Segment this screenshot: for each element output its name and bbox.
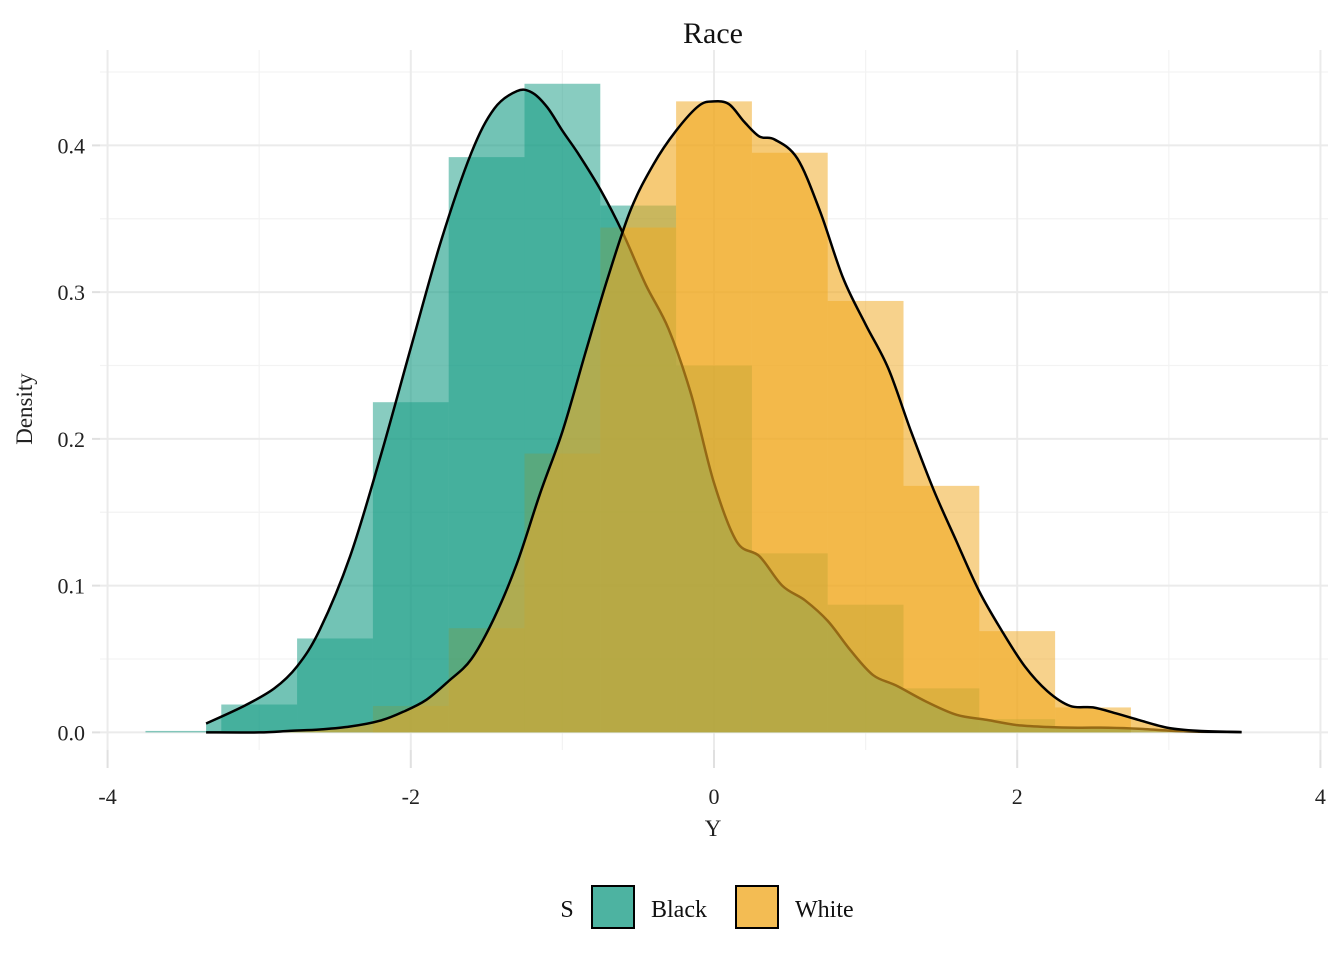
- chart-title: Race: [683, 17, 743, 50]
- legend: S Black White: [560, 885, 854, 929]
- axes: -4 -2 0 2 4 0.0 0.1 0.2 0.3 0.4: [58, 133, 1326, 809]
- x-tick-label: 2: [1012, 784, 1023, 809]
- legend-key-white: [735, 885, 779, 929]
- y-axis-title: Density: [12, 373, 37, 445]
- density-curves: [205, 88, 1242, 734]
- y-tick-label: 0.1: [58, 574, 86, 599]
- y-tick-label: 0.3: [58, 280, 86, 305]
- y-tick-label: 0.4: [58, 133, 86, 158]
- x-tick-label: -4: [98, 784, 116, 809]
- x-tick-label: 0: [709, 784, 720, 809]
- density-line-white: [206, 99, 1242, 734]
- density-area-black: [206, 89, 1242, 733]
- density-area-white: [206, 101, 1242, 733]
- y-tick-label: 0.0: [58, 720, 86, 745]
- x-tick-label: -2: [402, 784, 420, 809]
- legend-label-black: Black: [651, 897, 707, 923]
- legend-label-white: White: [795, 897, 854, 923]
- x-tick-label: 4: [1315, 784, 1326, 809]
- histogram-bar-black: [145, 730, 222, 733]
- legend-key-black: [591, 885, 635, 929]
- x-axis-title: Y: [705, 816, 722, 841]
- legend-title: S: [560, 897, 573, 923]
- y-tick-label: 0.2: [58, 427, 86, 452]
